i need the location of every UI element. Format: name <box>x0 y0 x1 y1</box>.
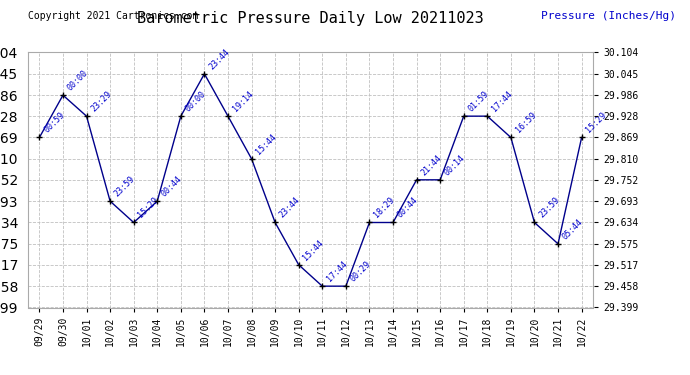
Text: 01:59: 01:59 <box>466 89 491 113</box>
Text: Pressure (Inches/Hg): Pressure (Inches/Hg) <box>541 11 676 21</box>
Text: 15:29: 15:29 <box>584 111 609 135</box>
Text: 00:59: 00:59 <box>42 111 66 135</box>
Text: 00:14: 00:14 <box>443 153 467 177</box>
Text: 23:59: 23:59 <box>113 174 137 198</box>
Text: 17:44: 17:44 <box>490 89 514 113</box>
Text: 00:44: 00:44 <box>160 174 184 198</box>
Text: 05:44: 05:44 <box>561 217 585 241</box>
Text: 23:44: 23:44 <box>278 196 302 220</box>
Text: 00:29: 00:29 <box>348 260 373 284</box>
Text: 15:29: 15:29 <box>137 196 161 220</box>
Text: 18:29: 18:29 <box>372 196 396 220</box>
Text: 15:44: 15:44 <box>255 132 278 156</box>
Text: 19:14: 19:14 <box>230 89 255 113</box>
Text: 21:44: 21:44 <box>420 153 444 177</box>
Text: 23:44: 23:44 <box>207 47 231 71</box>
Text: 17:44: 17:44 <box>325 260 349 284</box>
Text: 15:44: 15:44 <box>302 238 326 262</box>
Text: 23:59: 23:59 <box>538 196 561 220</box>
Text: Copyright 2021 Cartronics.com: Copyright 2021 Cartronics.com <box>28 11 198 21</box>
Text: 00:00: 00:00 <box>184 89 208 113</box>
Text: Barometric Pressure Daily Low 20211023: Barometric Pressure Daily Low 20211023 <box>137 11 484 26</box>
Text: 16:59: 16:59 <box>513 111 538 135</box>
Text: 00:00: 00:00 <box>66 68 90 92</box>
Text: 23:29: 23:29 <box>89 89 113 113</box>
Text: 00:44: 00:44 <box>396 196 420 220</box>
